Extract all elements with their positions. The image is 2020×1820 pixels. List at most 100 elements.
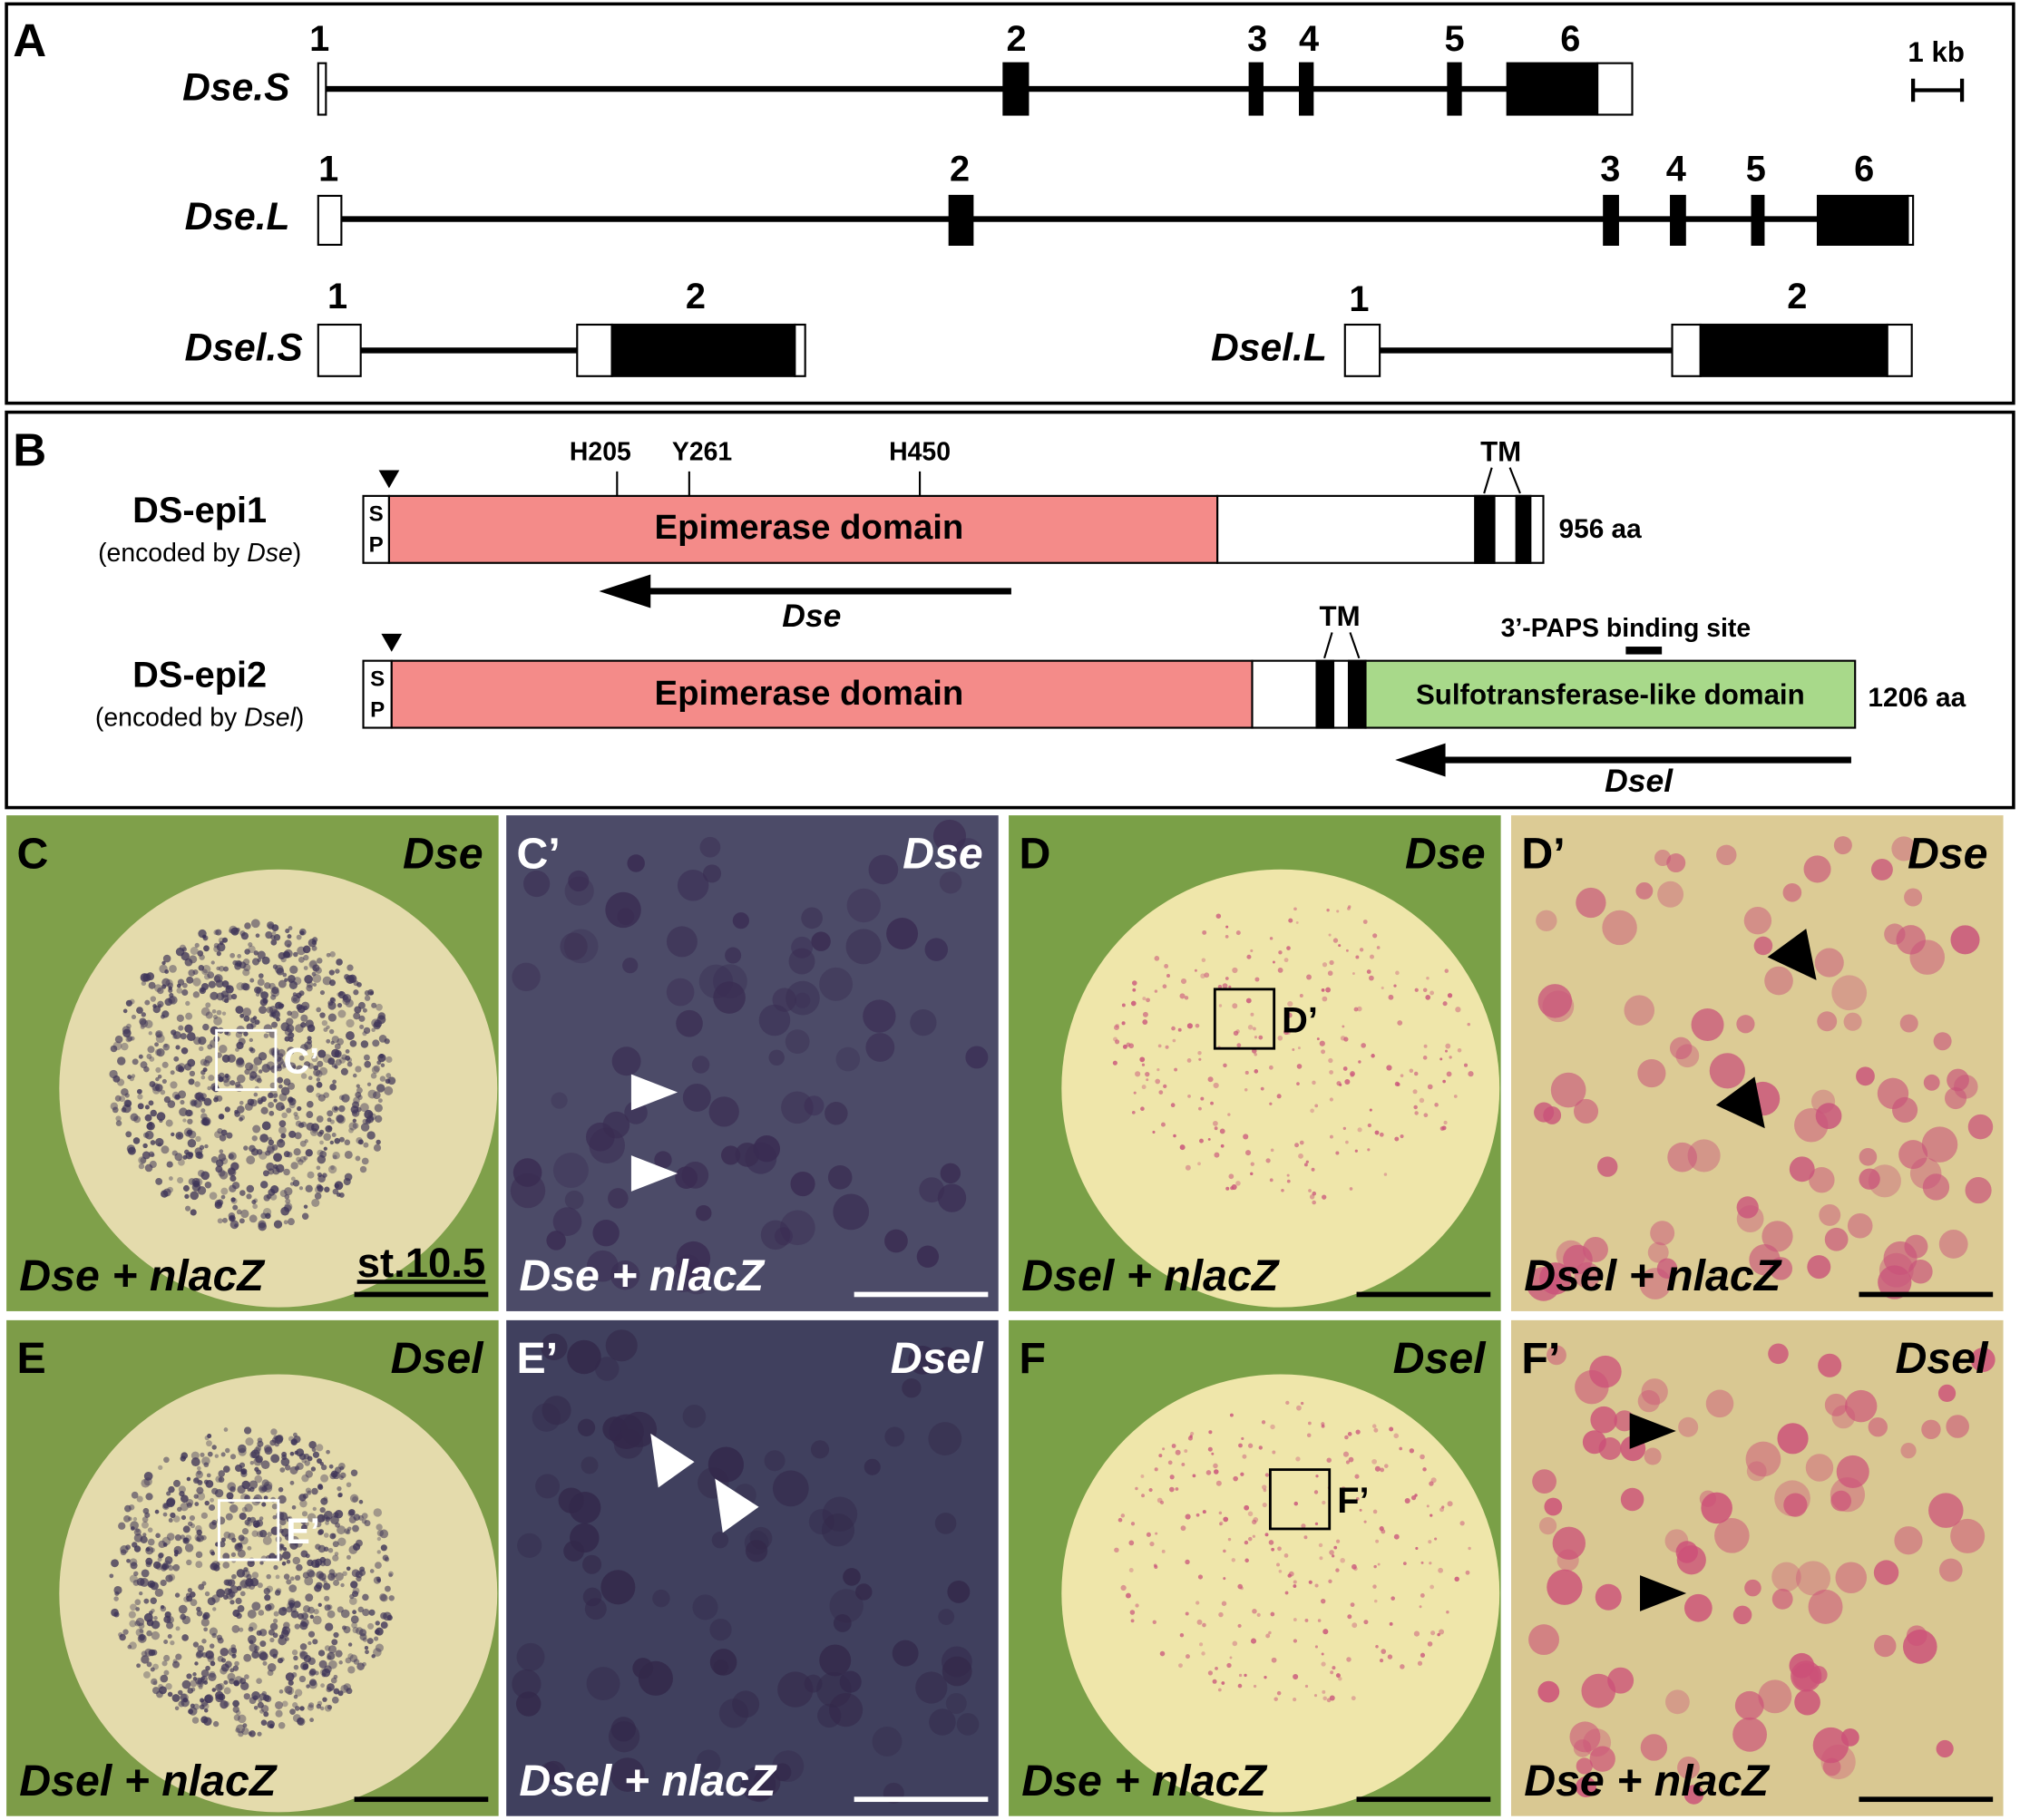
stain-dot [192,991,200,998]
stain-dot [1142,1011,1148,1017]
exons [1343,323,1913,377]
nucleus [632,1658,654,1679]
stain-dot [1154,989,1158,993]
nucleus [1746,1461,1767,1482]
stain-dot [368,1609,376,1616]
stain-dot [124,1504,132,1513]
gene-name: Dse.L [185,195,290,238]
nucleus [552,1207,582,1236]
stain-dot [327,1645,337,1654]
stain-dot [227,1672,236,1681]
stain-dot [154,1048,162,1056]
stain-dot [280,1629,289,1638]
stain-dot [1185,1559,1190,1565]
stain-dot [1375,1644,1379,1649]
stain-dot [1439,1629,1445,1635]
arrowhead [1715,1076,1765,1129]
stain-dot [287,1516,292,1522]
stain-dot [1254,977,1260,982]
stain-dot [350,1615,359,1624]
stain-dot [232,1706,239,1713]
stain-dot [311,1055,318,1063]
stain-dot [1264,1675,1267,1679]
stain-dot [1413,1071,1419,1076]
stain-dot [296,1156,301,1163]
stain-dot [1168,1486,1175,1493]
stain-dot [286,1107,292,1114]
probe-arrowhead [1395,743,1446,777]
stain-dot [130,1036,135,1041]
nucleus [1761,1221,1793,1252]
stain-dot [346,964,354,971]
stain-dot [190,947,199,955]
stain-dot [175,1045,181,1050]
nucleus [1665,1689,1690,1715]
stain-dot [174,1706,180,1711]
stain-dot [328,1028,335,1035]
nucleus [707,1446,744,1483]
stain-dot [1342,1126,1346,1131]
stain-dot [239,1462,246,1468]
stain-dot [1328,933,1332,937]
nucleus [709,1649,737,1676]
stain-dot [241,1727,249,1736]
stain-dot [198,1684,203,1689]
stain-dot [271,924,279,932]
stain-dot [283,1220,288,1225]
stain-dot [244,1494,250,1501]
stain-dot [288,926,293,930]
nucleus [947,1580,971,1603]
stain-dot [1283,958,1289,963]
stain-dot [1354,1149,1358,1153]
stain-dot [1429,1562,1432,1565]
stain-dot [1214,1469,1219,1474]
stain-dot [285,929,290,934]
nucleus [1669,1037,1693,1060]
nucleus [1795,1561,1831,1596]
stain-dot [1447,993,1453,998]
stain-dot [1139,1056,1146,1063]
stain-dot [236,982,245,991]
stain-dot [204,1144,209,1149]
stain-dot [1308,1580,1313,1584]
stain-dot [1158,1090,1164,1095]
stain-dot [303,954,309,961]
stain-dot [1368,975,1374,981]
stain-dot [296,1563,303,1572]
nucleus [908,1346,937,1375]
stain-dot [1235,1181,1241,1186]
stain-dot [1299,994,1303,998]
exon [317,62,327,116]
stain-dot [210,991,219,1000]
stain-dot [258,973,264,978]
nucleus [939,871,962,894]
exon [610,323,796,377]
nucleus [808,1509,834,1535]
stain-dot [1306,1433,1312,1438]
nucleus [1900,1443,1917,1459]
stain-dot [1409,1068,1414,1074]
stain-dot [242,968,250,977]
stain-dot [278,979,287,988]
stain-dot [337,992,341,997]
stain-dot [221,937,229,943]
stain-dot [236,1074,246,1084]
stain-dot [1120,1513,1126,1518]
stain-dot [1283,1029,1290,1036]
stain-dot [305,1184,313,1192]
stain-dot [1446,1610,1449,1614]
stain-dot [350,1581,358,1589]
stain-dot [1442,1079,1446,1084]
nucleus [515,1691,542,1717]
stain-dot [379,1529,389,1539]
stain-dot [287,1010,292,1017]
stain-dot [270,939,278,946]
stain-dot [181,1046,189,1055]
stain-dot [242,983,250,991]
stain-dot [196,1650,204,1658]
stain-dot [136,1663,141,1669]
stain-dot [186,1476,191,1482]
stain-dot [144,1114,152,1122]
